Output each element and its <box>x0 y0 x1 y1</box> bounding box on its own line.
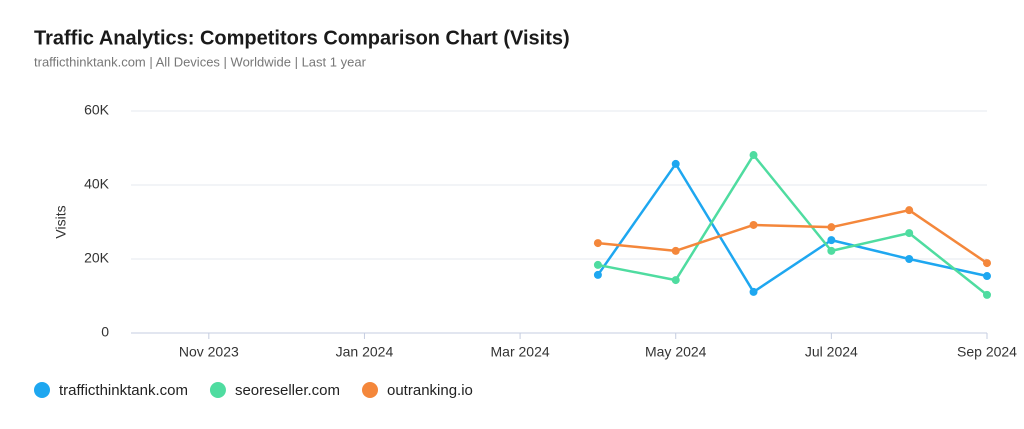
data-point <box>671 159 680 168</box>
chart-subtitle: trafficthinktank.com | All Devices | Wor… <box>34 54 367 69</box>
legend-label: seoreseller.com <box>235 382 340 399</box>
x-tick-label: Sep 2024 <box>957 344 1017 360</box>
y-axis-label: Visits <box>53 205 69 238</box>
y-tick-label: 20K <box>84 250 110 266</box>
data-point <box>905 206 914 215</box>
y-tick-label: 40K <box>84 176 110 192</box>
series-line <box>597 208 988 265</box>
data-point <box>827 236 836 245</box>
legend-marker <box>362 382 378 398</box>
y-tick-label: 0 <box>101 324 109 340</box>
data-point <box>671 246 680 255</box>
x-tick-label: Jul 2024 <box>805 344 858 360</box>
data-point <box>905 229 914 238</box>
data-point <box>749 220 758 229</box>
data-point <box>593 270 602 279</box>
legend-marker <box>209 382 226 398</box>
data-point <box>827 223 836 232</box>
data-point <box>671 276 680 285</box>
x-tick-label: Mar 2024 <box>491 344 550 360</box>
legend-label: outranking.io <box>387 382 473 399</box>
data-point <box>749 151 758 160</box>
x-tick-label: Jan 2024 <box>336 344 394 360</box>
series-line <box>596 162 988 294</box>
legend-label: trafficthinktank.com <box>59 382 188 399</box>
series-line <box>597 153 988 296</box>
data-point <box>593 239 602 248</box>
chart-title: Traffic Analytics: Competitors Compariso… <box>34 27 570 49</box>
x-tick-label: May 2024 <box>645 344 707 360</box>
data-point <box>827 246 836 255</box>
data-point <box>983 259 991 268</box>
legend-marker <box>34 382 50 398</box>
data-point <box>593 260 602 269</box>
data-point <box>983 290 991 299</box>
data-point <box>983 272 991 281</box>
data-point <box>749 287 758 296</box>
y-tick-label: 60K <box>84 102 110 118</box>
x-tick-label: Nov 2023 <box>179 344 239 360</box>
data-point <box>905 255 914 263</box>
